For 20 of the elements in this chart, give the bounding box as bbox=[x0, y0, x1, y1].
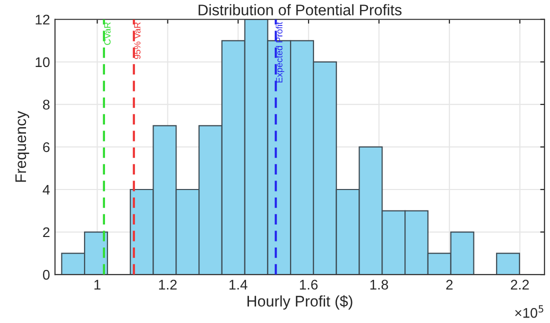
x-tick-label: 2.2 bbox=[510, 280, 529, 290]
text: ×10$^{5}$ bbox=[515, 305, 544, 318]
y-tick-label: 2 bbox=[43, 227, 50, 238]
x-tick-label: 2 bbox=[446, 280, 453, 290]
y-tick-label: 8 bbox=[43, 100, 50, 110]
x-axis-title: Hourly Profit ($) bbox=[248, 295, 352, 310]
ref-line-label: CVaR bbox=[104, 22, 111, 45]
y-tick-label: 12 bbox=[36, 14, 50, 24]
y-tick-label: 10 bbox=[36, 57, 50, 68]
chart-title: Distribution of Potential Profits bbox=[198, 4, 402, 16]
x-tick-label: 1.8 bbox=[370, 280, 388, 290]
x-tick-label: 1.6 bbox=[300, 280, 318, 290]
y-tick-label: 0 bbox=[42, 270, 50, 280]
y-axis-title: Frequency bbox=[15, 110, 30, 182]
x-tick-label: 1 bbox=[94, 280, 100, 290]
ref-line-label: Expected Profit bbox=[276, 22, 284, 82]
y-tick-label: 4 bbox=[42, 184, 50, 195]
x-tick-label: 1.4 bbox=[230, 280, 248, 290]
x-tick-label: 1.2 bbox=[159, 280, 177, 290]
y-tick-label: 6 bbox=[43, 142, 50, 152]
